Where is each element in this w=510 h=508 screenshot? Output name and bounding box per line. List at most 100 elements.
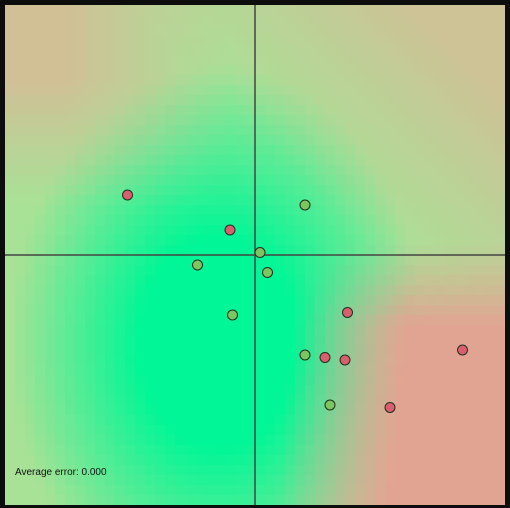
heatmap-cell: [55, 175, 65, 185]
heatmap-cell: [485, 205, 495, 215]
decision-boundary-plot[interactable]: Average error: 0.000: [5, 5, 505, 505]
heatmap-cell: [105, 255, 115, 265]
heatmap-cell: [45, 315, 55, 325]
heatmap-cell: [435, 395, 445, 405]
heatmap-cell: [465, 145, 475, 155]
heatmap-cell: [135, 435, 145, 445]
heatmap-cell: [195, 125, 205, 135]
heatmap-cell: [335, 235, 345, 245]
heatmap-cell: [375, 15, 385, 25]
heatmap-cell: [215, 435, 225, 445]
heatmap-cell: [425, 125, 435, 135]
heatmap-cell: [395, 255, 405, 265]
heatmap-cell: [205, 105, 215, 115]
heatmap-cell: [325, 325, 335, 335]
heatmap-cell: [245, 105, 255, 115]
heatmap-cell: [35, 5, 45, 15]
heatmap-cell: [225, 425, 235, 435]
heatmap-cell: [195, 215, 205, 225]
heatmap-cell: [395, 455, 405, 465]
heatmap-cell: [25, 145, 35, 155]
heatmap-cell: [355, 175, 365, 185]
heatmap-cell: [185, 365, 195, 375]
heatmap-cell: [285, 445, 295, 455]
heatmap-cell: [305, 265, 315, 275]
heatmap-cell: [395, 445, 405, 455]
heatmap-cell: [115, 35, 125, 45]
heatmap-cell: [245, 265, 255, 275]
heatmap-cell: [45, 5, 55, 15]
heatmap-cell: [85, 265, 95, 275]
heatmap-cell: [245, 205, 255, 215]
heatmap-cell: [175, 375, 185, 385]
heatmap-cell: [355, 15, 365, 25]
heatmap-cell: [165, 255, 175, 265]
heatmap-cell: [195, 465, 205, 475]
heatmap-cell: [5, 275, 15, 285]
heatmap-cell: [445, 175, 455, 185]
heatmap-cell: [85, 405, 95, 415]
heatmap-cell: [375, 355, 385, 365]
heatmap-cell: [355, 65, 365, 75]
heatmap-cell: [245, 295, 255, 305]
heatmap-cell: [25, 455, 35, 465]
heatmap-cell: [145, 255, 155, 265]
heatmap-cell: [175, 205, 185, 215]
heatmap-cell: [345, 75, 355, 85]
heatmap-cell: [175, 355, 185, 365]
heatmap-cell: [315, 355, 325, 365]
heatmap-cell: [465, 315, 475, 325]
heatmap-cell: [465, 75, 475, 85]
heatmap-cell: [465, 485, 475, 495]
heatmap-cell: [65, 25, 75, 35]
heatmap-cell: [155, 195, 165, 205]
heatmap-cell: [315, 45, 325, 55]
heatmap-cell: [265, 325, 275, 335]
heatmap-cell: [75, 415, 85, 425]
heatmap-cell: [425, 285, 435, 295]
heatmap-cell: [435, 245, 445, 255]
heatmap-cell: [295, 325, 305, 335]
heatmap-cell: [355, 55, 365, 65]
heatmap-cell: [85, 375, 95, 385]
heatmap-cell: [465, 295, 475, 305]
heatmap-cell: [5, 55, 15, 65]
heatmap-cell: [115, 155, 125, 165]
heatmap-cell: [495, 325, 505, 335]
heatmap-cell: [425, 435, 435, 445]
heatmap-cell: [85, 155, 95, 165]
heatmap-cell: [175, 45, 185, 55]
heatmap-cell: [105, 315, 115, 325]
heatmap-cell: [205, 495, 215, 505]
heatmap-cell: [395, 215, 405, 225]
heatmap-cell: [175, 185, 185, 195]
heatmap-cell: [415, 25, 425, 35]
heatmap-cell: [425, 355, 435, 365]
heatmap-cell: [245, 335, 255, 345]
heatmap-cell: [155, 225, 165, 235]
heatmap-cell: [405, 235, 415, 245]
heatmap-cell: [235, 55, 245, 65]
heatmap-cell: [235, 155, 245, 165]
heatmap-cell: [295, 155, 305, 165]
heatmap-cell: [375, 425, 385, 435]
heatmap-cell: [415, 195, 425, 205]
heatmap-cell: [295, 135, 305, 145]
heatmap-cell: [425, 35, 435, 45]
heatmap-cell: [285, 95, 295, 105]
heatmap-cell: [35, 485, 45, 495]
heatmap-cell: [165, 325, 175, 335]
heatmap-cell: [35, 215, 45, 225]
heatmap-cell: [25, 195, 35, 205]
heatmap-cell: [215, 95, 225, 105]
heatmap-cell: [375, 5, 385, 15]
heatmap-cell: [35, 365, 45, 375]
heatmap-cell: [435, 415, 445, 425]
heatmap-cell: [295, 185, 305, 195]
heatmap-cell: [105, 105, 115, 115]
heatmap-cell: [335, 445, 345, 455]
heatmap-cell: [295, 105, 305, 115]
heatmap-cell: [295, 465, 305, 475]
heatmap-cell: [45, 95, 55, 105]
heatmap-cell: [45, 105, 55, 115]
